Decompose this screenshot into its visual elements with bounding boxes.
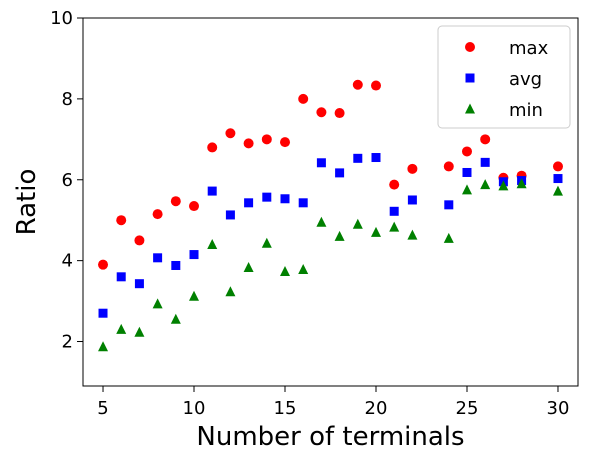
data-point-min (443, 232, 454, 243)
data-point-max (189, 201, 200, 212)
data-point-max (352, 79, 363, 90)
data-point-min (261, 237, 272, 248)
y-tick-label: 2 (62, 332, 73, 353)
data-point-max (389, 179, 400, 190)
data-point-min (298, 264, 309, 275)
data-point-avg (353, 153, 363, 163)
y-tick-label: 10 (50, 8, 73, 29)
series-min (98, 178, 563, 352)
data-point-max (480, 134, 491, 145)
x-tick-label: 20 (365, 398, 388, 419)
data-point-min (370, 226, 381, 237)
data-markers (98, 79, 563, 352)
data-point-max (370, 80, 381, 91)
data-point-avg (335, 168, 345, 178)
x-tick-label: 25 (456, 398, 479, 419)
y-tick-label: 6 (62, 170, 73, 191)
data-point-min (498, 180, 509, 191)
legend-marker-min (465, 103, 475, 114)
data-point-max (98, 259, 109, 270)
data-point-min (516, 178, 527, 189)
data-point-min (207, 238, 218, 249)
data-point-max (243, 138, 254, 149)
data-point-min (243, 262, 254, 273)
plot-frame (82, 17, 579, 387)
data-point-avg (444, 200, 454, 210)
data-point-avg (134, 279, 144, 289)
data-point-avg (189, 250, 199, 260)
data-point-max (207, 142, 218, 153)
x-axis-ticks: 5 10 15 20 25 30 (97, 386, 569, 419)
data-point-avg (389, 206, 399, 216)
data-point-avg (371, 153, 381, 163)
data-point-avg (553, 174, 563, 184)
data-point-max (461, 146, 472, 157)
data-point-avg (316, 158, 326, 168)
data-point-max (316, 107, 327, 118)
data-point-avg (298, 198, 308, 208)
data-point-avg (116, 272, 126, 282)
y-axis-label: Ratio (12, 169, 42, 236)
x-tick-label: 5 (97, 398, 108, 419)
data-point-min (170, 313, 181, 324)
data-point-avg (153, 253, 163, 263)
y-tick-label: 8 (62, 89, 73, 110)
legend: max avg min (437, 25, 571, 129)
data-point-avg (480, 157, 490, 167)
data-point-min (189, 290, 200, 301)
data-point-avg (244, 198, 254, 208)
data-point-avg (462, 167, 472, 177)
legend-marker-max (465, 42, 475, 52)
data-point-min (98, 341, 109, 352)
data-point-min (116, 323, 127, 334)
data-point-min (552, 185, 563, 196)
y-axis-ticks: 2 4 6 8 10 (50, 8, 83, 353)
data-point-max (152, 209, 163, 220)
y-tick-label: 4 (62, 251, 73, 272)
data-point-max (552, 161, 563, 172)
data-point-max (443, 161, 454, 172)
legend-frame (437, 25, 571, 129)
legend-label-min: min (509, 100, 543, 121)
data-point-avg (225, 210, 235, 220)
data-point-min (316, 216, 327, 227)
x-tick-label: 10 (183, 398, 206, 419)
data-point-min (389, 221, 400, 232)
data-point-max (225, 128, 236, 139)
data-point-min (225, 286, 236, 297)
data-point-min (280, 266, 291, 277)
x-tick-label: 15 (274, 398, 297, 419)
data-point-max (334, 108, 345, 119)
data-point-max (116, 215, 127, 226)
series-avg (98, 153, 563, 318)
data-point-avg (171, 260, 181, 270)
data-point-min (334, 230, 345, 241)
data-point-avg (407, 195, 417, 205)
data-point-max (134, 235, 145, 246)
legend-label-max: max (509, 38, 549, 59)
x-tick-label: 30 (547, 398, 570, 419)
data-point-min (134, 326, 145, 337)
data-point-max (407, 163, 418, 174)
data-point-min (480, 179, 491, 190)
data-point-max (298, 93, 309, 104)
plot-area (82, 17, 579, 387)
data-point-min (407, 229, 418, 240)
data-point-min (152, 298, 163, 309)
x-axis-label: Number of terminals (196, 422, 464, 452)
data-point-max (280, 137, 291, 148)
data-point-max (261, 134, 272, 145)
data-point-avg (280, 194, 290, 204)
data-point-min (461, 184, 472, 195)
data-point-avg (207, 186, 217, 196)
legend-label-avg: avg (509, 69, 542, 90)
data-point-max (170, 196, 181, 207)
data-point-min (352, 218, 363, 229)
data-point-avg (262, 192, 272, 202)
data-point-avg (98, 308, 108, 318)
legend-marker-avg (465, 73, 475, 83)
